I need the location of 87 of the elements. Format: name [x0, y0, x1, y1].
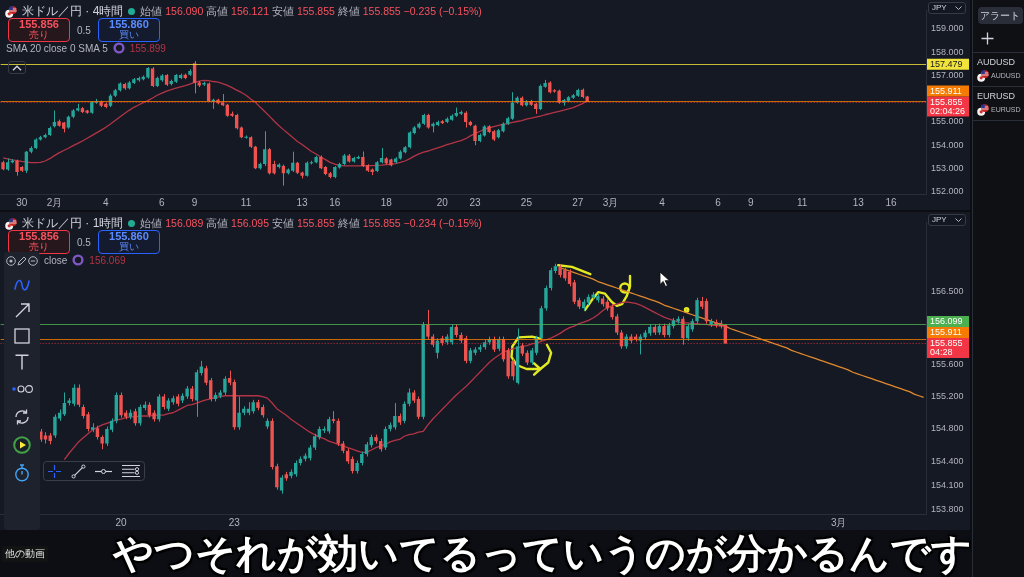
- annotation: 0.5: [77, 24, 91, 36]
- y-tick-label: 155.000: [931, 116, 964, 127]
- annotation: 買い: [117, 29, 140, 40]
- x-tick-label: 30: [16, 196, 28, 208]
- candlestick: [237, 396, 241, 431]
- y-tick-label: 152.000: [931, 186, 964, 197]
- annotation: 156.069: [89, 254, 126, 266]
- buy-button: 155.860 買い: [97, 18, 160, 42]
- ref-line-label: 155.911: [930, 326, 962, 337]
- x-tick-label: 27: [572, 196, 584, 208]
- y-tick-label: 153.000: [931, 162, 964, 173]
- ref-line-label: 157.479: [930, 58, 963, 69]
- annotation: 売り: [28, 29, 50, 40]
- annotation: close: [44, 254, 68, 266]
- annotation: 買い: [117, 241, 140, 252]
- y-tick-label: 155.600: [931, 358, 964, 369]
- sell-button: 155.856 売り: [8, 230, 70, 254]
- candlestick: [244, 134, 248, 140]
- annotation: 売り: [28, 241, 50, 252]
- annotation: 155.860: [108, 18, 150, 30]
- text: AUDUSD: [977, 57, 1016, 67]
- x-tick-label: 25: [520, 196, 533, 208]
- x-tick-label: 13: [296, 196, 309, 208]
- x-tick-label: 18: [380, 196, 393, 208]
- x-tick-label: 23: [228, 516, 241, 528]
- y-tick-label: 159.000: [931, 23, 964, 34]
- candlestick: [53, 413, 57, 439]
- candlestick: [86, 411, 90, 432]
- text: 始値 156.090 高値 156.121 安値 155.855 終値 155.855 −0.235 (−0.15%): [140, 4, 482, 17]
- x-tick-label: 23: [469, 196, 482, 208]
- x-tick-label: 11: [240, 196, 252, 208]
- x-tick-label: 9: [747, 196, 754, 208]
- annotation: 155.856: [18, 230, 60, 242]
- x-tick-label: 16: [885, 196, 897, 208]
- text: 他の動画: [2, 546, 48, 562]
- x-tick-label: 16: [329, 196, 341, 208]
- y-tick-label: 153.800: [931, 504, 964, 515]
- annotation: SMA 20 close 0 SMA 5: [6, 42, 108, 54]
- candlestick: [138, 404, 142, 427]
- y-tick-label: 156.500: [931, 285, 964, 296]
- ref-line-label: 155.855 02:04:26: [930, 96, 966, 116]
- x-tick-label: 6: [715, 196, 722, 208]
- text: 始値 156.089 高値 156.095 安値 155.855 終値 155.855 −0.234 (−0.15%): [140, 216, 482, 229]
- annotation: 155.856: [18, 18, 60, 30]
- chart-title: 米ドル／円 · 4時間: [22, 3, 124, 20]
- candlestick: [223, 375, 227, 396]
- y-tick-label: 154.800: [931, 423, 964, 434]
- x-tick-label: 20: [115, 516, 128, 528]
- candlestick: [473, 124, 477, 146]
- x-tick-label: 4: [659, 196, 666, 208]
- candlestick: [544, 285, 548, 312]
- y-tick-label: 155.200: [931, 391, 964, 402]
- buy-button: 155.860 買い: [97, 230, 160, 254]
- alert-button: アラート: [978, 7, 1023, 24]
- y-tick-label: 154.400: [931, 455, 964, 466]
- candlestick: [695, 297, 699, 325]
- text: EURUSD: [977, 91, 1016, 101]
- ref-line-label: 155.855 04:28: [930, 337, 963, 357]
- y-tick-label: 154.000: [931, 139, 964, 150]
- annotation: 155.860: [108, 230, 150, 242]
- text: やつそれが効いてるっていうのが分かるんです: [111, 530, 973, 577]
- candlestick: [336, 417, 340, 447]
- x-tick-label: 2月: [46, 196, 63, 208]
- y-tick-label: 154.100: [931, 480, 964, 491]
- x-tick-label: 11: [796, 196, 808, 208]
- candlestick: [157, 393, 161, 423]
- annotation: 0.5: [77, 236, 91, 248]
- x-tick-label: 3月: [830, 516, 847, 528]
- x-tick-label: 20: [436, 196, 449, 208]
- x-tick-label: 3月: [602, 196, 619, 208]
- currency-dropdown: JPY: [928, 214, 966, 226]
- x-tick-label: 4: [103, 196, 110, 208]
- chart-title: 米ドル／円 · 1時間: [22, 215, 124, 232]
- sell-button: 155.856 売り: [8, 18, 70, 42]
- candlestick: [681, 315, 685, 346]
- x-tick-label: 6: [159, 196, 166, 208]
- ref-line-label: 155.911: [930, 85, 962, 96]
- x-tick-label: 9: [191, 196, 198, 208]
- ref-line-label: 156.099: [930, 315, 963, 326]
- candlestick: [426, 309, 430, 340]
- y-tick-label: 157.000: [931, 69, 964, 80]
- candlestick: [263, 130, 267, 167]
- currency-dropdown: JPY: [928, 2, 966, 14]
- x-tick-label: 13: [852, 196, 865, 208]
- candlestick: [119, 392, 123, 419]
- annotation: 155.899: [129, 42, 166, 54]
- y-tick-label: 158.000: [931, 46, 964, 57]
